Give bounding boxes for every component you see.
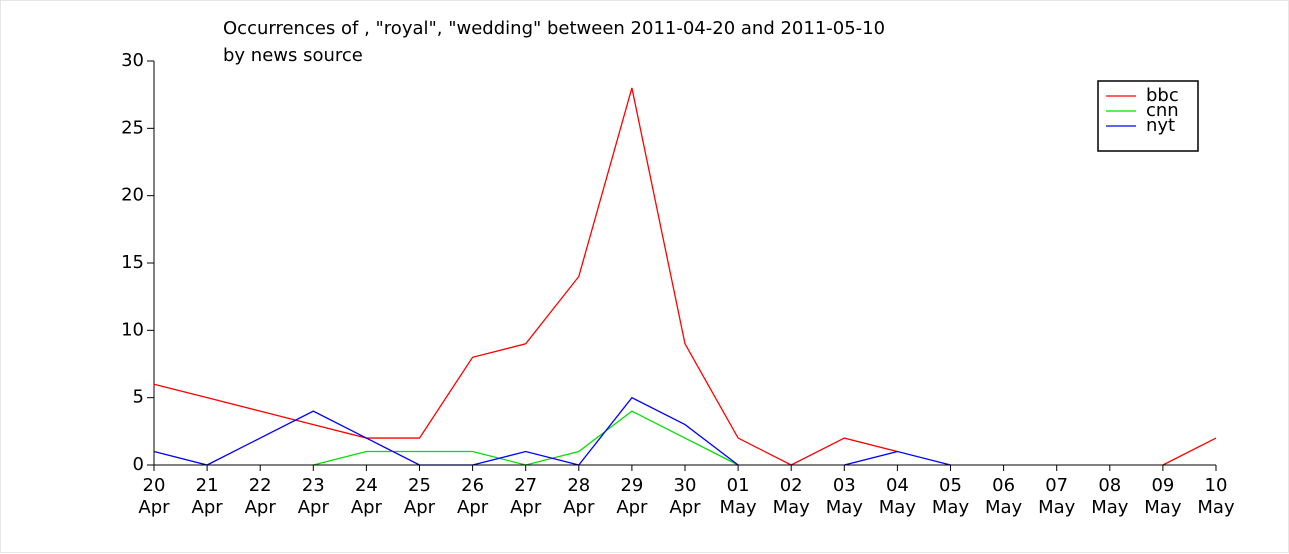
y-tick-label: 30: [121, 50, 144, 71]
legend-label: nyt: [1146, 115, 1175, 136]
x-tick-label: 03 May: [825, 475, 863, 518]
series-line: [1162, 437, 1217, 466]
y-tick-label: 5: [133, 387, 144, 408]
x-tick-label: 06 May: [984, 475, 1023, 518]
x-tick-label: 30 Apr: [669, 475, 701, 518]
x-tick-label: 29 Apr: [616, 475, 648, 518]
x-tick-label: 07 May: [1038, 475, 1076, 518]
x-tick-label: 04 May: [878, 475, 916, 518]
legend-label: cnn: [1146, 100, 1179, 121]
x-tick-label: 26 Apr: [457, 475, 489, 518]
x-tick-label: 01 May: [719, 475, 757, 518]
x-tick-label: 05 May: [931, 475, 970, 518]
x-tick-label: 24 Apr: [350, 475, 382, 518]
y-tick-label: 10: [121, 319, 144, 340]
x-tick-label: 22 Apr: [244, 475, 276, 518]
series-line: [844, 450, 951, 466]
y-tick-label: 0: [133, 454, 144, 475]
chart-title: Occurrences of , "royal", "wedding" betw…: [223, 18, 885, 39]
x-tick-label: 23 Apr: [297, 475, 329, 518]
series-line: [153, 396, 739, 466]
x-tick-label: 21 Apr: [191, 475, 223, 518]
x-tick-label: 10 May: [1197, 475, 1235, 518]
x-tick-label: 25 Apr: [403, 475, 436, 518]
x-tick-label: 28 Apr: [563, 475, 595, 518]
series-line: [153, 87, 898, 466]
y-tick-label: 15: [121, 252, 144, 273]
x-tick-label: 08 May: [1091, 475, 1129, 518]
x-tick-label: 20 Apr: [138, 475, 170, 518]
x-tick-label: 02 May: [772, 475, 810, 518]
y-tick-label: 20: [121, 185, 144, 206]
y-tick-label: 25: [121, 117, 144, 138]
chart-subtitle: by news source: [223, 45, 363, 66]
x-tick-label: 27 Apr: [510, 475, 542, 518]
legend-label: bbc: [1146, 85, 1179, 106]
x-tick-label: 09 May: [1144, 475, 1182, 518]
legend-box: [1097, 80, 1199, 152]
